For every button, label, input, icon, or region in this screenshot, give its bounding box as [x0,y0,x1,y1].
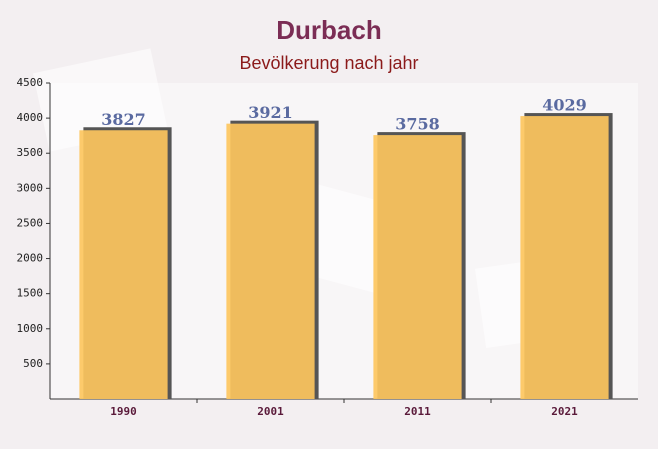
y-tick-label: 2000 [17,252,44,265]
bar [520,116,609,399]
bar [373,135,462,399]
x-tick-label: 2001 [257,405,284,418]
y-tick-label: 3500 [17,146,44,159]
y-tick-label: 500 [23,357,43,370]
chart-subtitle: Bevölkerung nach jahr [239,53,418,73]
x-tick-label: 1990 [110,405,137,418]
y-tick-label: 3000 [17,181,44,194]
y-tick-label: 1500 [17,287,44,300]
bar [226,123,315,400]
y-tick-label: 2500 [17,216,44,229]
y-tick-label: 1000 [17,322,44,335]
value-label: 3921 [248,103,293,122]
value-label: 3758 [395,115,440,134]
y-tick-label: 4000 [17,111,44,124]
bar [79,130,168,399]
value-label: 4029 [542,96,587,115]
background-decor [32,48,168,152]
x-tick-label: 2011 [404,405,431,418]
x-tick-label: 2021 [551,405,578,418]
value-label: 3827 [101,110,146,129]
y-tick-label: 4500 [17,76,44,89]
chart-title: Durbach [276,15,381,45]
